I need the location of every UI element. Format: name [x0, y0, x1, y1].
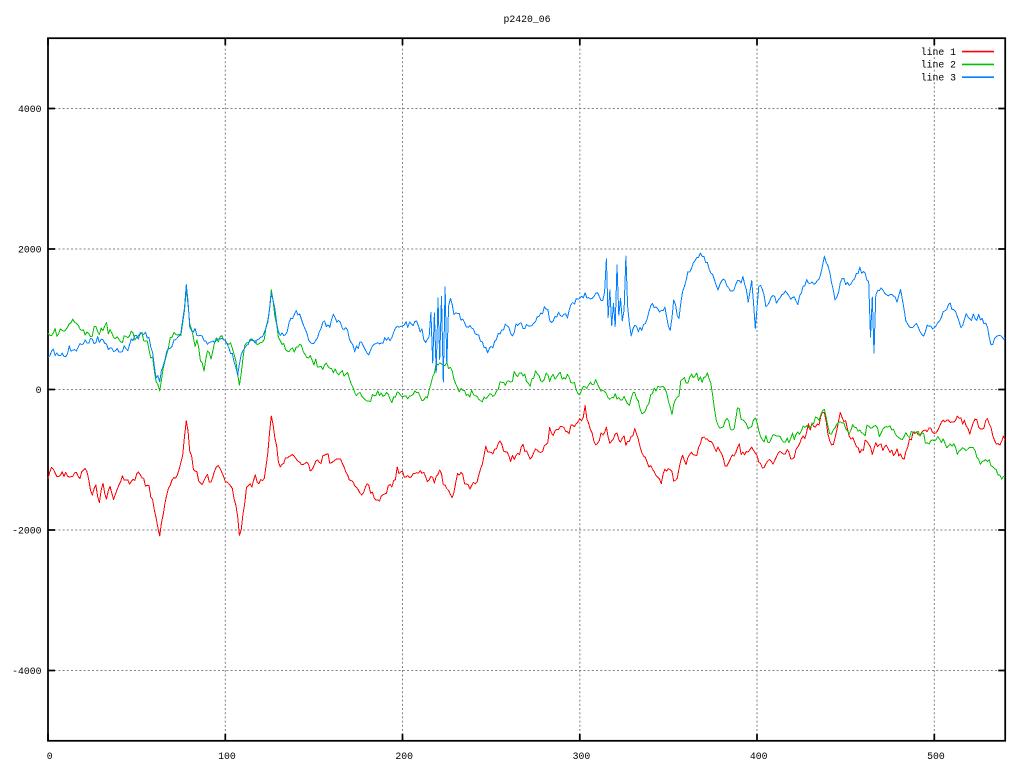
- svg-text:0: 0: [36, 385, 42, 396]
- svg-text:0: 0: [47, 751, 53, 762]
- svg-text:100: 100: [218, 751, 236, 762]
- svg-text:300: 300: [573, 751, 591, 762]
- svg-text:line 1: line 1: [921, 47, 956, 58]
- svg-text:line 2: line 2: [921, 60, 956, 71]
- svg-text:-2000: -2000: [12, 525, 42, 536]
- svg-text:400: 400: [750, 751, 768, 762]
- svg-text:2000: 2000: [18, 244, 42, 255]
- svg-text:4000: 4000: [18, 104, 42, 115]
- svg-text:line 3: line 3: [921, 73, 956, 84]
- svg-text:500: 500: [927, 751, 945, 762]
- svg-text:200: 200: [395, 751, 413, 762]
- svg-text:p2420_06: p2420_06: [503, 14, 550, 25]
- svg-text:-4000: -4000: [12, 666, 42, 677]
